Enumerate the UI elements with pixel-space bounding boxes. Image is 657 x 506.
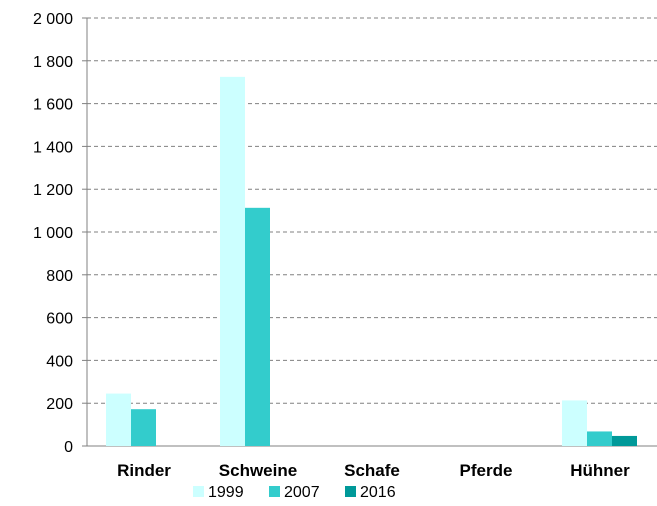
bar-1999-hühner [562, 400, 587, 446]
legend-label: 2007 [284, 484, 320, 501]
legend-swatch [269, 486, 280, 497]
gridlines [87, 17, 657, 404]
y-tick-label: 1 000 [33, 225, 73, 242]
y-tick-label: 600 [46, 311, 73, 328]
legend-label: 1999 [208, 484, 244, 501]
y-tick-label: 1 200 [33, 182, 73, 199]
y-tick-label: 1 800 [33, 54, 73, 71]
y-tick-label: 0 [64, 439, 73, 456]
legend-item-1999: 1999 [193, 484, 244, 501]
legend-swatch [345, 486, 356, 497]
category-label: Pferde [460, 461, 513, 480]
bar-2016-hühner [612, 435, 637, 446]
y-axis-tick-labels: 0 200 400 600 800 1 000 1 200 1 400 1 600 1 800 2 … [33, 11, 73, 456]
category-label: Rinder [117, 461, 171, 480]
category-label: Hühner [570, 461, 630, 480]
legend-label: 2016 [360, 484, 396, 501]
x-axis-category-labels: Rinder Schweine Schafe Pferde Hühner [117, 461, 630, 480]
y-tick-label: 2 000 [33, 11, 73, 28]
bars [106, 76, 637, 446]
y-tick-label: 800 [46, 268, 73, 285]
bar-1999-schweine [220, 76, 245, 446]
y-tick-label: 400 [46, 353, 73, 370]
y-tick-label: 1 400 [33, 139, 73, 156]
legend-item-2016: 2016 [345, 484, 396, 501]
category-label: Schweine [219, 461, 297, 480]
y-tick-label: 1 600 [33, 97, 73, 114]
bar-1999-rinder [106, 393, 131, 446]
legend-swatch [193, 486, 204, 497]
y-tick-label: 200 [46, 396, 73, 413]
bar-2007-rinder [131, 409, 156, 446]
category-label: Schafe [344, 461, 400, 480]
bar-2007-schweine [245, 207, 270, 446]
legend: 1999 2007 2016 [193, 484, 396, 501]
bar-2007-hühner [587, 431, 612, 446]
legend-item-2007: 2007 [269, 484, 320, 501]
